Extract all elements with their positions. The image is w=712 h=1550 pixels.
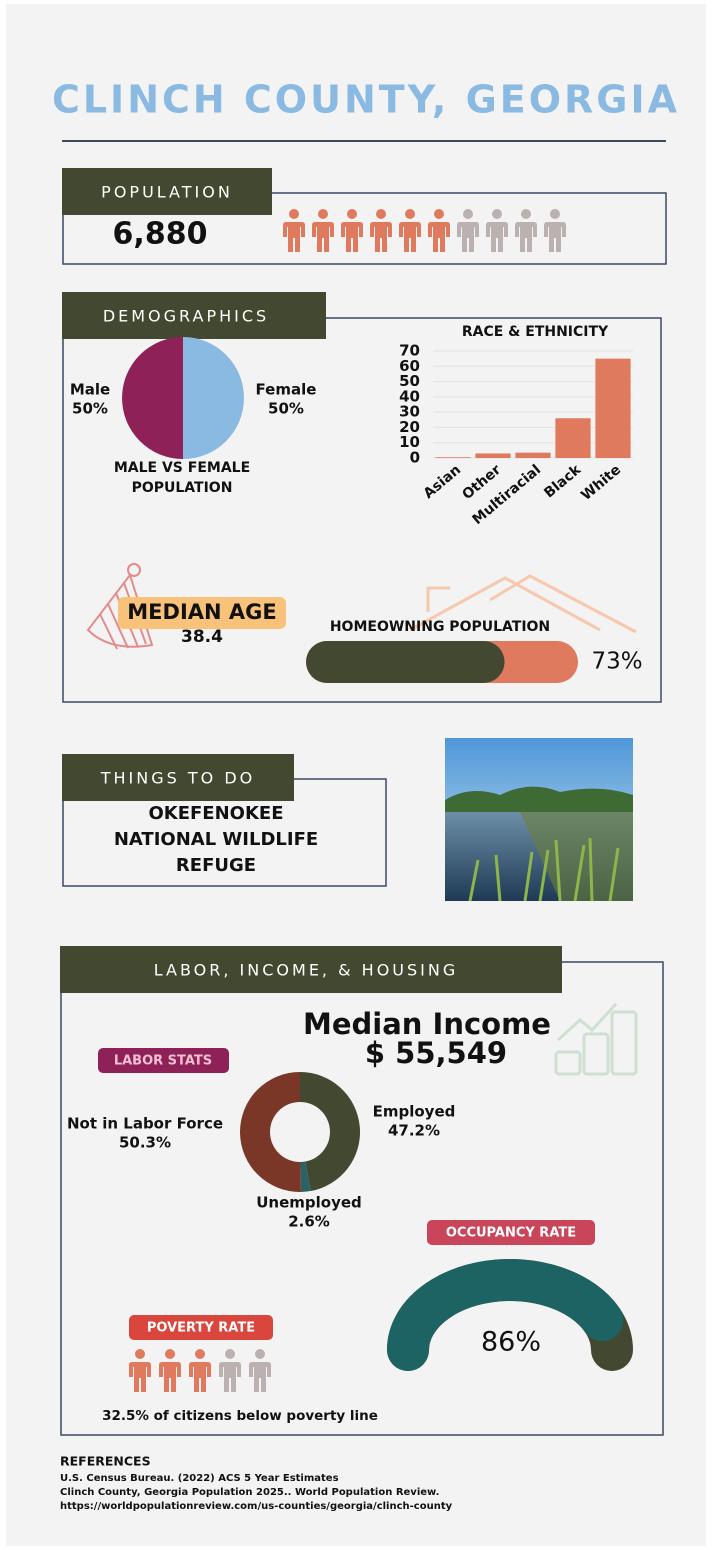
bar <box>515 452 551 458</box>
y-tick-label: 60 <box>399 357 420 375</box>
slice-value: 50% <box>72 400 108 418</box>
bar <box>555 418 591 458</box>
slice-value: 50% <box>268 400 304 418</box>
slice <box>183 337 244 459</box>
slice-value: 50.3% <box>119 1134 171 1152</box>
heading: DEMOGRAPHICS <box>103 307 269 326</box>
heading-box <box>62 168 272 215</box>
y-tick-label: 10 <box>399 433 420 451</box>
occupancy-label: OCCUPANCY RATE <box>446 1226 576 1241</box>
bar-title: RACE & ETHNICITY <box>462 324 609 340</box>
things-to-do-text: OKEFENOKEE NATIONAL WILDLIFE REFUGE <box>113 803 319 876</box>
heading: THINGS TO DO <box>100 769 256 788</box>
y-tick-label: 50 <box>399 372 420 390</box>
heading-box <box>62 292 326 339</box>
reference: https://worldpopulationreview.com/us-cou… <box>60 1501 453 1512</box>
slice <box>300 1161 311 1192</box>
bar <box>435 457 471 458</box>
median-age-label: MEDIAN AGE <box>127 600 276 624</box>
slice-name: Male <box>70 381 110 399</box>
bar <box>475 453 511 458</box>
reference: Clinch County, Georgia Population 2025..… <box>60 1487 439 1498</box>
heading: POPULATION <box>101 183 233 202</box>
occupancy-value: 86% <box>481 1327 541 1358</box>
homeowning-label: HOMEOWNING POPULATION <box>330 619 550 635</box>
income-label: Median Income <box>303 1007 551 1041</box>
coins-icon <box>554 1002 638 1076</box>
pill <box>129 1315 273 1340</box>
labor-stats-title: LABOR STATS <box>114 1054 212 1069</box>
population-value: 6,880 <box>113 217 208 252</box>
heading-box <box>60 946 562 993</box>
poverty-text: 32.5% of citizens below poverty line <box>102 1408 378 1424</box>
pie-title: MALE VS FEMALE POPULATION <box>113 460 251 496</box>
reference: U.S. Census Bureau. (2022) ACS 5 Year Es… <box>60 1473 339 1484</box>
y-tick-label: 40 <box>399 387 420 405</box>
slice-value: 2.6% <box>288 1213 330 1231</box>
median-age-value: 38.4 <box>181 627 223 647</box>
section-box <box>62 317 662 703</box>
pill <box>118 597 286 629</box>
heading-box <box>62 754 294 801</box>
y-tick-label: 30 <box>399 403 420 421</box>
progress-fill <box>306 641 505 683</box>
poverty-label: POVERTY RATE <box>147 1321 255 1336</box>
heading: LABOR, INCOME, & HOUSING <box>154 961 458 980</box>
homeowning-value: 73% <box>591 649 642 675</box>
slice-value: 47.2% <box>388 1122 440 1140</box>
section-box <box>62 192 667 265</box>
references-heading: REFERENCES <box>60 1454 151 1469</box>
slice <box>122 337 183 459</box>
slice-name: Female <box>256 381 317 399</box>
title: CLINCH COUNTY, GEORGIA <box>52 78 680 122</box>
y-tick-label: 70 <box>399 342 420 360</box>
pill <box>427 1220 595 1245</box>
y-tick-label: 0 <box>410 449 420 467</box>
slice <box>300 1072 361 1192</box>
y-tick-label: 20 <box>399 418 420 436</box>
house-outline <box>409 574 637 634</box>
income-value: $ 55,549 <box>365 1036 507 1070</box>
slice-name: Employed <box>373 1103 456 1121</box>
pill <box>98 1048 229 1073</box>
photo <box>445 738 633 902</box>
slice-name: Not in Labor Force <box>67 1115 223 1133</box>
slice-name: Unemployed <box>256 1194 362 1212</box>
gauge-fill <box>387 1259 624 1371</box>
bar <box>595 358 631 458</box>
slice <box>239 1072 301 1192</box>
